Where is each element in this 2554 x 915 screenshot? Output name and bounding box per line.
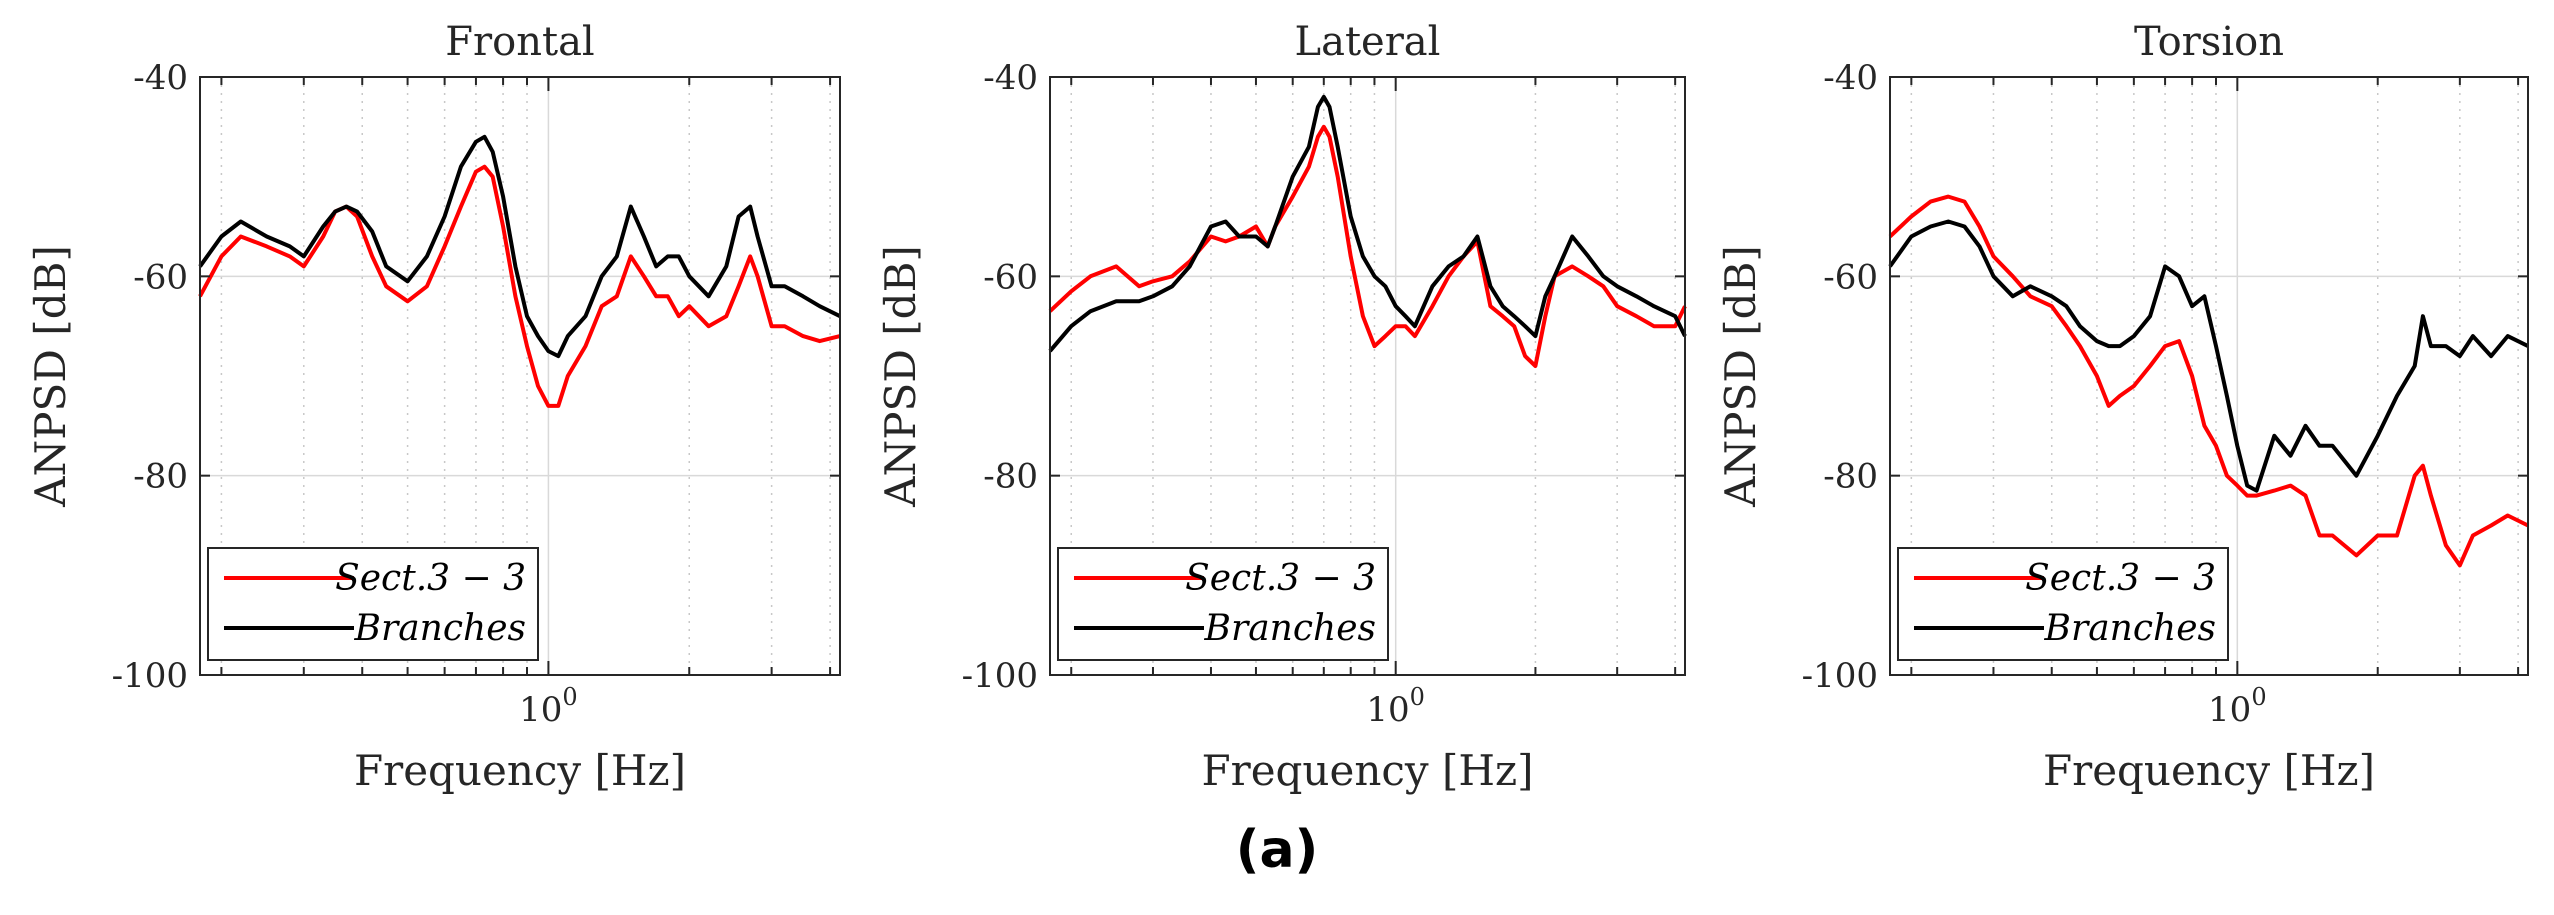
y-axis-label: ANPSD [dB] <box>876 245 925 508</box>
x-axis-label: Frequency [Hz] <box>1201 746 1533 795</box>
x-axis-label: Frequency [Hz] <box>2043 746 2375 795</box>
y-tick-label: -100 <box>1802 656 1878 696</box>
y-tick-label: -40 <box>133 58 188 98</box>
y-tick-label: -60 <box>983 257 1038 297</box>
chart-title: Frontal <box>445 19 594 65</box>
legend: Sect.3 − 3 Branches <box>1057 547 1389 661</box>
chart-title: Torsion <box>2134 19 2284 65</box>
chart-panel-frontal: Frontal -40 -60 -80 -100 100 Frequency [Hz] ANP… <box>26 19 841 795</box>
legend-label: Sect.3 − 3 <box>335 558 526 599</box>
legend-label: Branches <box>354 608 526 649</box>
chart-panel-lateral: Lateral -40 -60 -80 -100 100 Frequency [Hz] ANP… <box>876 19 1687 795</box>
y-axis-label: ANPSD [dB] <box>1716 245 1765 508</box>
y-tick-label: -60 <box>133 257 188 297</box>
y-tick-label: -80 <box>1823 457 1878 497</box>
series-line-sect <box>1888 194 2529 568</box>
axes-box <box>199 76 841 676</box>
axes-box <box>1049 76 1686 676</box>
y-tick-label: -80 <box>133 457 188 497</box>
legend-label: Branches <box>2044 608 2216 649</box>
y-tick-label: -100 <box>112 656 188 696</box>
legend-box <box>207 547 539 661</box>
chart-panel-torsion: Torsion -40 -60 -80 -100 100 Frequency [Hz] ANP… <box>1716 19 2529 795</box>
chart-title: Lateral <box>1295 19 1441 65</box>
x-tick-label: 100 <box>2208 683 2267 730</box>
y-tick-label: -80 <box>983 457 1038 497</box>
y-axis-label: ANPSD [dB] <box>26 245 75 508</box>
y-tick-label: -40 <box>983 58 1038 98</box>
legend-label: Sect.3 − 3 <box>2025 558 2216 599</box>
x-tick-label: 100 <box>1366 683 1425 730</box>
series-line-branches <box>1888 219 2529 493</box>
series-line-branches <box>1048 94 1687 353</box>
figure-caption: (a) <box>1235 820 1319 880</box>
legend-label: Branches <box>1204 608 1376 649</box>
legend: Sect.3 − 3 Branches <box>1897 547 2229 661</box>
legend-box <box>1897 547 2229 661</box>
y-tick-label: -60 <box>1823 257 1878 297</box>
y-tick-label: -40 <box>1823 58 1878 98</box>
legend-box <box>1057 547 1389 661</box>
series-line-sect <box>1048 124 1687 368</box>
legend: Sect.3 − 3 Branches <box>207 547 539 661</box>
x-tick-label: 100 <box>519 683 578 730</box>
legend-label: Sect.3 − 3 <box>1185 558 1376 599</box>
x-axis-label: Frequency [Hz] <box>354 746 686 795</box>
axes-box <box>1889 76 2529 676</box>
y-tick-label: -100 <box>962 656 1038 696</box>
series-line-branches <box>198 134 841 359</box>
